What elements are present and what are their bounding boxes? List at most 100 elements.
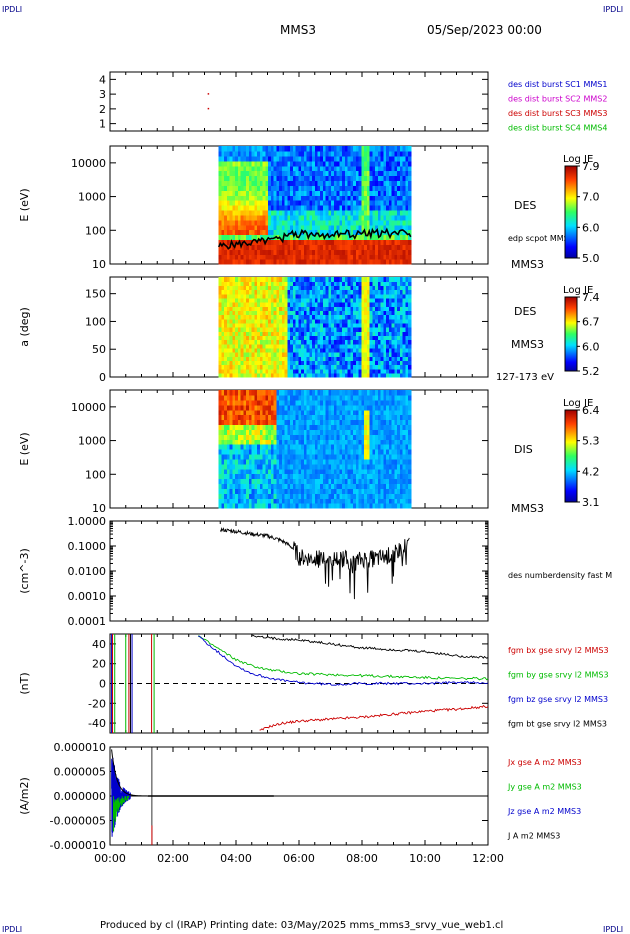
- spectrogram-cell: [259, 339, 264, 345]
- spectrogram-cell: [306, 175, 310, 182]
- spectrogram-cell: [298, 331, 302, 336]
- spectrogram-cell: [268, 488, 272, 494]
- spectrogram-cell: [312, 310, 316, 316]
- spectrogram-cell: [287, 463, 291, 470]
- spectrogram-cell: [287, 444, 291, 450]
- spectrogram-cell: [391, 281, 395, 286]
- spectrogram-cell: [358, 468, 363, 475]
- spectrogram-cell: [248, 170, 253, 177]
- spectrogram-cell: [325, 209, 330, 216]
- spectrogram-cell: [303, 302, 308, 307]
- spectrogram-cell: [342, 439, 346, 445]
- spectrogram-cell: [287, 347, 291, 353]
- spectrogram-cell: [254, 224, 258, 231]
- spectrogram-cell: [279, 175, 283, 182]
- spectrogram-cell: [344, 297, 349, 303]
- spectrogram-cell: [224, 180, 228, 186]
- spectrogram-cell: [333, 190, 338, 196]
- spectrogram-cell: [276, 458, 280, 465]
- spectrogram-cell: [232, 175, 236, 182]
- spectrogram-cell: [322, 473, 327, 480]
- spectrogram-cell: [377, 310, 382, 316]
- spectrogram-cell: [276, 352, 280, 357]
- spectrogram-cell: [284, 170, 288, 177]
- spectrogram-cell: [257, 160, 261, 167]
- spectrogram-cell: [358, 331, 363, 336]
- spectrogram-cell: [292, 364, 297, 370]
- spectrogram-cell: [303, 209, 308, 216]
- spectrogram-cell: [331, 289, 335, 295]
- spectrogram-cell: [303, 190, 308, 196]
- spectrogram-cell: [388, 297, 393, 303]
- spectrogram-cell: [328, 360, 332, 366]
- spectrogram-cell: [262, 399, 266, 406]
- spectrogram-cell: [317, 293, 321, 299]
- spectrogram-cell: [259, 259, 264, 265]
- spectrogram-cell: [254, 364, 258, 370]
- side-label: DES: [514, 199, 536, 212]
- spectrogram-cell: [358, 498, 363, 504]
- spectrogram-cell: [257, 150, 261, 157]
- spectrogram-cell: [388, 310, 393, 316]
- spectrogram-cell: [328, 200, 332, 206]
- spectrogram-cell: [235, 306, 239, 311]
- spectrogram-cell: [257, 170, 261, 177]
- spectrogram-cell: [254, 234, 258, 241]
- spectrogram-cell: [254, 335, 258, 341]
- spectrogram-cell: [248, 498, 253, 504]
- spectrogram-cell: [375, 160, 379, 167]
- spectrogram-cell: [237, 254, 242, 260]
- spectrogram-cell: [399, 239, 404, 245]
- spectrogram-cell: [268, 209, 272, 216]
- spectrogram-cell: [342, 239, 346, 245]
- spectrogram-cell: [306, 229, 310, 236]
- spectrogram-cell: [317, 306, 321, 311]
- spectrogram-cell: [353, 306, 357, 311]
- spectrogram-cell: [257, 293, 261, 299]
- spectrogram-cell: [355, 356, 360, 361]
- spectrogram-cell: [386, 234, 390, 241]
- spectrogram-cell: [306, 254, 310, 260]
- spectrogram-cell: [235, 352, 239, 357]
- spectrogram-cell: [268, 404, 272, 411]
- spectrogram-cell: [251, 356, 255, 361]
- spectrogram-cell: [273, 347, 277, 353]
- spectrogram-cell: [276, 409, 280, 416]
- spectrogram-cell: [380, 170, 384, 177]
- spectrogram-cell: [350, 175, 354, 182]
- spectrogram-cell: [237, 463, 242, 470]
- spectrogram-cell: [320, 155, 324, 162]
- spectrogram-cell: [248, 404, 253, 411]
- spectrogram-cell: [350, 331, 354, 336]
- spectrogram-cell: [301, 209, 305, 216]
- spectrogram-cell: [394, 195, 398, 201]
- spectrogram-cell: [279, 219, 283, 226]
- spectrogram-cell: [268, 146, 272, 152]
- spectrogram-cell: [268, 463, 272, 470]
- spectrogram-cell: [229, 394, 233, 401]
- spectrogram-cell: [257, 180, 261, 186]
- spectrogram-cell: [243, 493, 247, 499]
- spectrogram-cell: [309, 322, 313, 328]
- spectrogram-cell: [254, 214, 258, 221]
- spectrogram-cell: [268, 498, 272, 504]
- spectrogram-cell: [342, 244, 346, 250]
- colorbar-tick-label: 7.9: [582, 160, 600, 173]
- spectrogram-cell: [290, 404, 294, 411]
- spectrogram-cell: [342, 155, 346, 162]
- spectrogram-cell: [408, 150, 412, 157]
- spectrogram-cell: [347, 219, 352, 226]
- spectrogram-cell: [383, 259, 387, 265]
- spectrogram-cell: [268, 155, 272, 162]
- spectrogram-cell: [237, 409, 242, 416]
- spectrogram-cell: [333, 175, 338, 182]
- spectrogram-cell: [361, 347, 365, 353]
- spectrogram-cell: [246, 394, 250, 401]
- spectrogram-cell: [248, 473, 253, 480]
- spectrogram-cell: [265, 170, 269, 177]
- spectrogram-cell: [265, 239, 269, 245]
- spectrogram-cell: [257, 200, 261, 206]
- spectrogram-cell: [232, 449, 236, 455]
- spectrogram-cell: [347, 306, 352, 311]
- spectrogram-cell: [306, 200, 310, 206]
